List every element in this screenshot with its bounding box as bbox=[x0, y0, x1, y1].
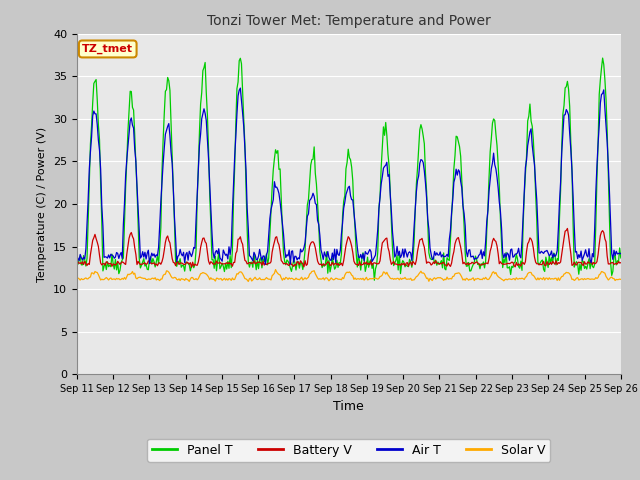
Panel T bbox=[242, 182, 250, 188]
Panel T bbox=[73, 258, 81, 264]
Title: Tonzi Tower Met: Temperature and Power: Tonzi Tower Met: Temperature and Power bbox=[207, 14, 491, 28]
Battery V bbox=[569, 262, 577, 268]
Line: Battery V: Battery V bbox=[77, 228, 621, 267]
Air T bbox=[617, 251, 625, 256]
Air T bbox=[73, 252, 81, 258]
Air T bbox=[305, 211, 312, 216]
Solar V bbox=[272, 267, 280, 273]
Air T bbox=[380, 166, 387, 171]
Battery V bbox=[188, 264, 195, 270]
Solar V bbox=[569, 276, 577, 282]
Panel T bbox=[617, 255, 625, 261]
Legend: Panel T, Battery V, Air T, Solar V: Panel T, Battery V, Air T, Solar V bbox=[147, 439, 550, 462]
Battery V bbox=[474, 260, 481, 266]
Air T bbox=[475, 252, 483, 258]
Air T bbox=[243, 205, 251, 211]
Air T bbox=[262, 262, 269, 267]
Solar V bbox=[305, 275, 312, 280]
Panel T bbox=[568, 167, 576, 172]
Battery V bbox=[378, 240, 386, 246]
Battery V bbox=[303, 261, 311, 267]
Line: Panel T: Panel T bbox=[77, 58, 621, 280]
Text: TZ_tmet: TZ_tmet bbox=[82, 44, 133, 54]
Air T bbox=[569, 194, 577, 200]
Panel T bbox=[404, 264, 412, 270]
Battery V bbox=[404, 264, 412, 269]
Solar V bbox=[617, 276, 625, 282]
Solar V bbox=[475, 276, 483, 282]
X-axis label: Time: Time bbox=[333, 400, 364, 413]
Panel T bbox=[302, 222, 310, 228]
Solar V bbox=[73, 276, 81, 281]
Y-axis label: Temperature (C) / Power (V): Temperature (C) / Power (V) bbox=[37, 126, 47, 282]
Battery V bbox=[564, 226, 572, 231]
Air T bbox=[237, 85, 244, 91]
Panel T bbox=[371, 277, 378, 283]
Battery V bbox=[617, 260, 625, 265]
Solar V bbox=[244, 278, 252, 284]
Line: Air T: Air T bbox=[77, 88, 621, 264]
Solar V bbox=[380, 269, 387, 275]
Battery V bbox=[73, 260, 81, 266]
Panel T bbox=[599, 55, 607, 61]
Panel T bbox=[474, 262, 481, 267]
Air T bbox=[406, 249, 413, 255]
Battery V bbox=[243, 261, 251, 267]
Panel T bbox=[378, 144, 386, 149]
Line: Solar V: Solar V bbox=[77, 270, 621, 281]
Solar V bbox=[242, 276, 250, 282]
Solar V bbox=[406, 276, 413, 282]
